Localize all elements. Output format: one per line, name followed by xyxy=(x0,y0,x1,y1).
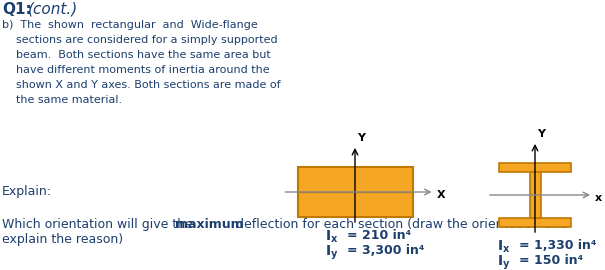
Text: b)  The  shown  rectangular  and  Wide-flange: b) The shown rectangular and Wide-flange xyxy=(2,20,258,30)
Text: the same material.: the same material. xyxy=(2,95,122,105)
Text: $\mathbf{I_y}$: $\mathbf{I_y}$ xyxy=(325,244,339,262)
Text: = 3,300 in⁴: = 3,300 in⁴ xyxy=(347,244,424,257)
Bar xyxy=(499,163,571,172)
Text: = 150 in⁴: = 150 in⁴ xyxy=(519,254,583,267)
Text: x: x xyxy=(595,193,602,203)
Text: X: X xyxy=(436,190,445,200)
Text: = 1,330 in⁴: = 1,330 in⁴ xyxy=(519,239,597,252)
Text: sections are considered for a simply supported: sections are considered for a simply sup… xyxy=(2,35,278,45)
Text: (cont.): (cont.) xyxy=(28,2,78,17)
Bar xyxy=(529,172,540,218)
Bar xyxy=(499,218,571,227)
Text: $\mathbf{I_x}$: $\mathbf{I_x}$ xyxy=(325,229,338,245)
Text: = 210 in⁴: = 210 in⁴ xyxy=(347,229,411,242)
Text: beam.  Both sections have the same area but: beam. Both sections have the same area b… xyxy=(2,50,271,60)
Text: Y: Y xyxy=(357,133,365,143)
Text: explain the reason): explain the reason) xyxy=(2,233,123,246)
Bar xyxy=(298,167,413,217)
Text: maximum: maximum xyxy=(175,218,244,231)
Text: Y: Y xyxy=(537,129,545,139)
Text: Explain:: Explain: xyxy=(2,185,52,198)
Text: $\mathbf{I_y}$: $\mathbf{I_y}$ xyxy=(497,254,511,270)
Text: Which orientation will give the: Which orientation will give the xyxy=(2,218,197,231)
Text: deflection for each section (draw the orientation and: deflection for each section (draw the or… xyxy=(232,218,567,231)
Text: $\mathbf{I_x}$: $\mathbf{I_x}$ xyxy=(497,239,511,255)
Text: Q1:: Q1: xyxy=(2,2,31,17)
Text: have different moments of inertia around the: have different moments of inertia around… xyxy=(2,65,270,75)
Text: shown X and Y axes. Both sections are made of: shown X and Y axes. Both sections are ma… xyxy=(2,80,281,90)
